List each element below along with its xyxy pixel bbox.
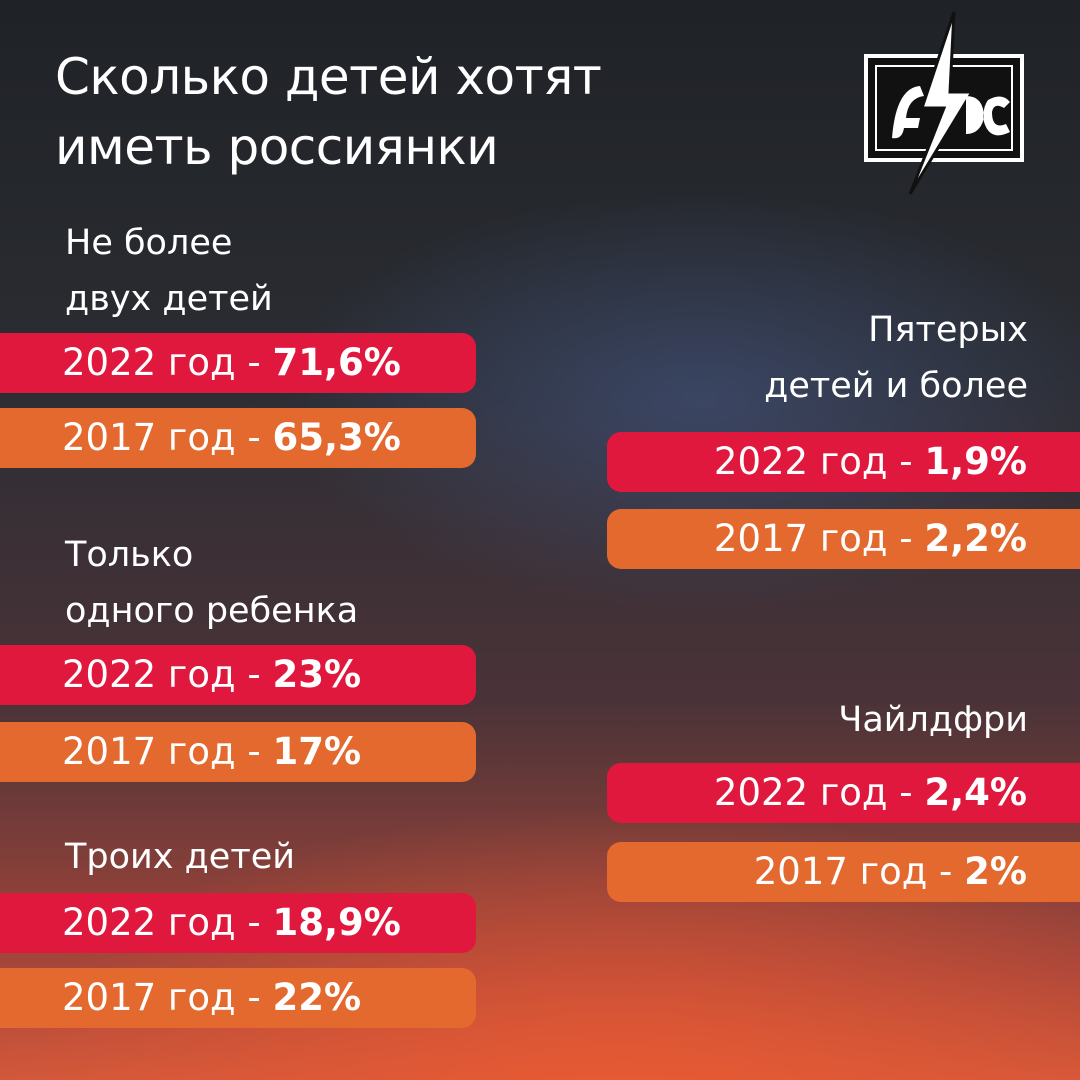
stat-bar: 2022 год - 23%	[0, 645, 476, 705]
group-heading: Троих детей	[65, 829, 295, 885]
stat-value: 2,4%	[924, 771, 1027, 814]
heading-line: детей и более	[764, 366, 1028, 406]
heading-line: Чайлдфри	[838, 700, 1028, 740]
stat-bar: 2022 год - 71,6%	[0, 333, 476, 393]
heading-line: одного ребенка	[65, 591, 359, 631]
stat-label: 2017 год -	[62, 416, 261, 459]
stat-bar: 2017 год - 2,2%	[607, 509, 1080, 569]
stat-value: 65,3%	[272, 416, 401, 459]
stat-value: 22%	[272, 976, 362, 1019]
stat-bar: 2017 год - 22%	[0, 968, 476, 1028]
stat-label: 2017 год -	[62, 730, 261, 773]
stat-label: 2022 год -	[62, 901, 261, 944]
stat-value: 18,9%	[272, 901, 401, 944]
heading-line: Только	[65, 535, 194, 575]
title-line: иметь россиянки	[55, 118, 499, 176]
heading-line: Троих детей	[65, 837, 295, 877]
stat-value: 1,9%	[924, 440, 1027, 483]
stat-bar: 2017 год - 2%	[607, 842, 1080, 902]
stat-label: 2022 год -	[62, 653, 261, 696]
stat-label: 2022 год -	[62, 341, 261, 384]
stat-label: 2022 год -	[713, 440, 913, 483]
stat-value: 2,2%	[924, 517, 1027, 560]
stat-bar: 2017 год - 65,3%	[0, 408, 476, 468]
heading-line: Пятерых	[868, 310, 1028, 350]
heading-line: двух детей	[65, 279, 273, 319]
stat-bar: 2022 год - 1,9%	[607, 432, 1080, 492]
stat-label: 2017 год -	[713, 517, 913, 560]
title: Сколько детей хотят иметь россиянки	[55, 42, 602, 182]
stat-label: 2017 год -	[753, 850, 953, 893]
stat-bar: 2017 год - 17%	[0, 722, 476, 782]
group-heading: Пятерых детей и более	[764, 302, 1028, 414]
stat-value: 17%	[272, 730, 362, 773]
group-heading: Не более двух детей	[65, 215, 273, 327]
stat-bar: 2022 год - 2,4%	[607, 763, 1080, 823]
logo	[864, 11, 1024, 195]
stat-value: 71,6%	[272, 341, 401, 384]
stat-value: 2%	[964, 850, 1027, 893]
heading-line: Не более	[65, 223, 233, 263]
group-heading: Чайлдфри	[838, 692, 1028, 748]
title-line: Сколько детей хотят	[55, 48, 602, 106]
stat-bar: 2022 год - 18,9%	[0, 893, 476, 953]
stat-label: 2022 год -	[713, 771, 913, 814]
group-heading: Только одного ребенка	[65, 527, 358, 639]
stat-label: 2017 год -	[62, 976, 261, 1019]
stat-value: 23%	[272, 653, 362, 696]
